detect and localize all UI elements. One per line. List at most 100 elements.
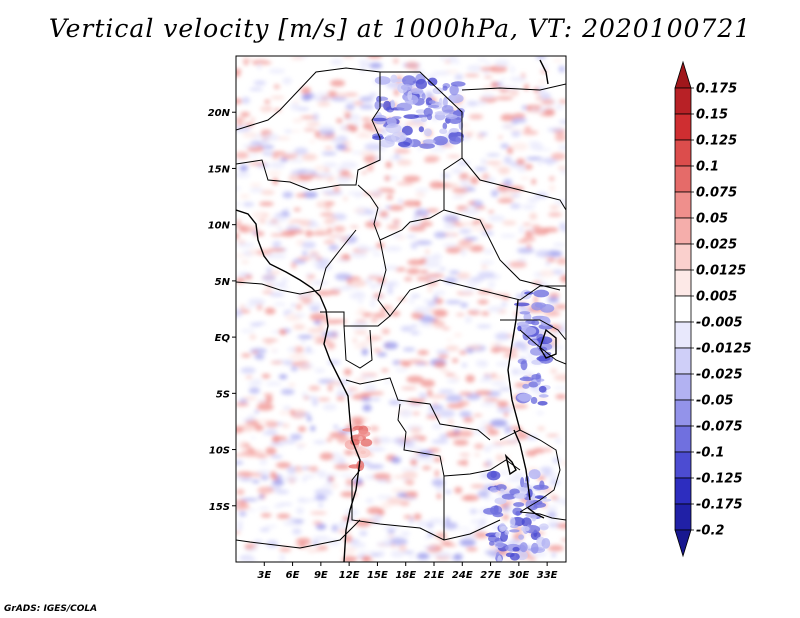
positive-cell [543, 108, 555, 116]
colorbar-label-2: 0.125 [696, 134, 737, 149]
positive-cell [557, 166, 566, 170]
colorbar-label-16: -0.175 [696, 498, 743, 513]
feature-2-cell [376, 96, 389, 101]
colorbar-box-3 [674, 139, 692, 167]
negative-cell [283, 521, 294, 526]
negative-cell [427, 553, 444, 557]
positive-cell [555, 394, 566, 400]
positive-cell [364, 220, 381, 229]
positive-cell [509, 426, 522, 431]
positive-cell [446, 338, 453, 342]
positive-cell [408, 359, 425, 364]
negative-cell [460, 302, 469, 308]
positive-cell [314, 165, 327, 172]
negative-cell [301, 171, 313, 176]
positive-cell [343, 368, 352, 376]
negative-cell [361, 348, 369, 356]
positive-cell [416, 276, 431, 281]
negative-cell [246, 509, 257, 512]
negative-cell [436, 349, 449, 355]
positive-cell [271, 349, 277, 352]
negative-cell [246, 154, 260, 157]
feature-2-cell [400, 84, 413, 91]
colorbar-box-16 [674, 477, 692, 505]
negative-cell [272, 241, 282, 248]
positive-cell [548, 293, 560, 298]
negative-cell [301, 241, 316, 249]
positive-cell [429, 181, 444, 189]
positive-cell [260, 513, 272, 518]
positive-cell [387, 225, 400, 230]
positive-cell [241, 353, 251, 358]
positive-cell [324, 168, 330, 172]
positive-cell [410, 426, 422, 434]
negative-cell [400, 325, 413, 332]
positive-cell [242, 131, 258, 139]
negative-cell [315, 265, 333, 270]
positive-cell [434, 361, 446, 368]
negative-cell [547, 127, 564, 132]
positive-cell [546, 257, 556, 262]
negative-cell [271, 480, 285, 486]
feature-0-cell [519, 311, 531, 315]
negative-cell [349, 292, 366, 300]
colorbar-box-8 [674, 269, 692, 297]
chart-title: Vertical velocity [m/s] at 1000hPa, VT: … [48, 14, 752, 43]
feature-0-cell [520, 360, 528, 371]
negative-cell [410, 324, 418, 328]
negative-cell [302, 250, 308, 256]
positive-cell [453, 332, 463, 338]
y-tick-label-1: 15N [208, 164, 231, 175]
negative-cell [306, 416, 312, 422]
negative-cell [461, 363, 468, 368]
feature-1-cell [501, 493, 516, 500]
feature-2-cell [386, 117, 397, 126]
positive-cell [319, 452, 334, 461]
negative-cell [238, 511, 247, 517]
feature-0-cell [522, 383, 530, 389]
negative-cell [391, 233, 403, 238]
negative-cell [409, 438, 421, 442]
x-tick-label-2: 9E [314, 570, 328, 581]
positive-cell [404, 121, 417, 127]
positive-cell [415, 122, 426, 128]
positive-cell [271, 154, 280, 160]
negative-cell [410, 294, 421, 298]
negative-cell [387, 529, 396, 534]
negative-cell [448, 270, 460, 275]
positive-cell [308, 385, 321, 391]
negative-cell [364, 384, 377, 392]
positive-cell [236, 71, 241, 77]
positive-cell [437, 354, 449, 359]
colorbar-box-17 [674, 503, 692, 531]
negative-cell [368, 273, 386, 277]
negative-cell [281, 210, 290, 216]
negative-cell [496, 471, 512, 475]
negative-cell [409, 403, 422, 407]
feature-0-cell [530, 396, 538, 405]
negative-cell [269, 292, 285, 297]
positive-cell [525, 229, 533, 238]
positive-cell [381, 368, 389, 372]
negative-cell [386, 81, 399, 89]
colorbar-label-1: 0.15 [696, 108, 728, 123]
positive-cell [428, 322, 444, 327]
feature-2-cell [439, 128, 448, 135]
feature-0-cell [531, 373, 541, 380]
negative-cell [295, 507, 305, 515]
negative-cell [330, 59, 343, 65]
positive-cell [551, 152, 566, 161]
negative-cell [547, 511, 557, 519]
negative-cell [426, 411, 439, 415]
negative-cell [530, 108, 538, 112]
negative-cell [509, 76, 527, 82]
negative-cell [438, 389, 454, 394]
negative-cell [466, 187, 476, 191]
colorbar-label-5: 0.05 [696, 212, 728, 227]
negative-cell [552, 242, 565, 248]
positive-cell [264, 99, 271, 104]
negative-cell [477, 271, 496, 279]
negative-cell [384, 535, 401, 538]
negative-cell [281, 277, 288, 284]
x-tick-label-7: 24E [452, 570, 473, 581]
